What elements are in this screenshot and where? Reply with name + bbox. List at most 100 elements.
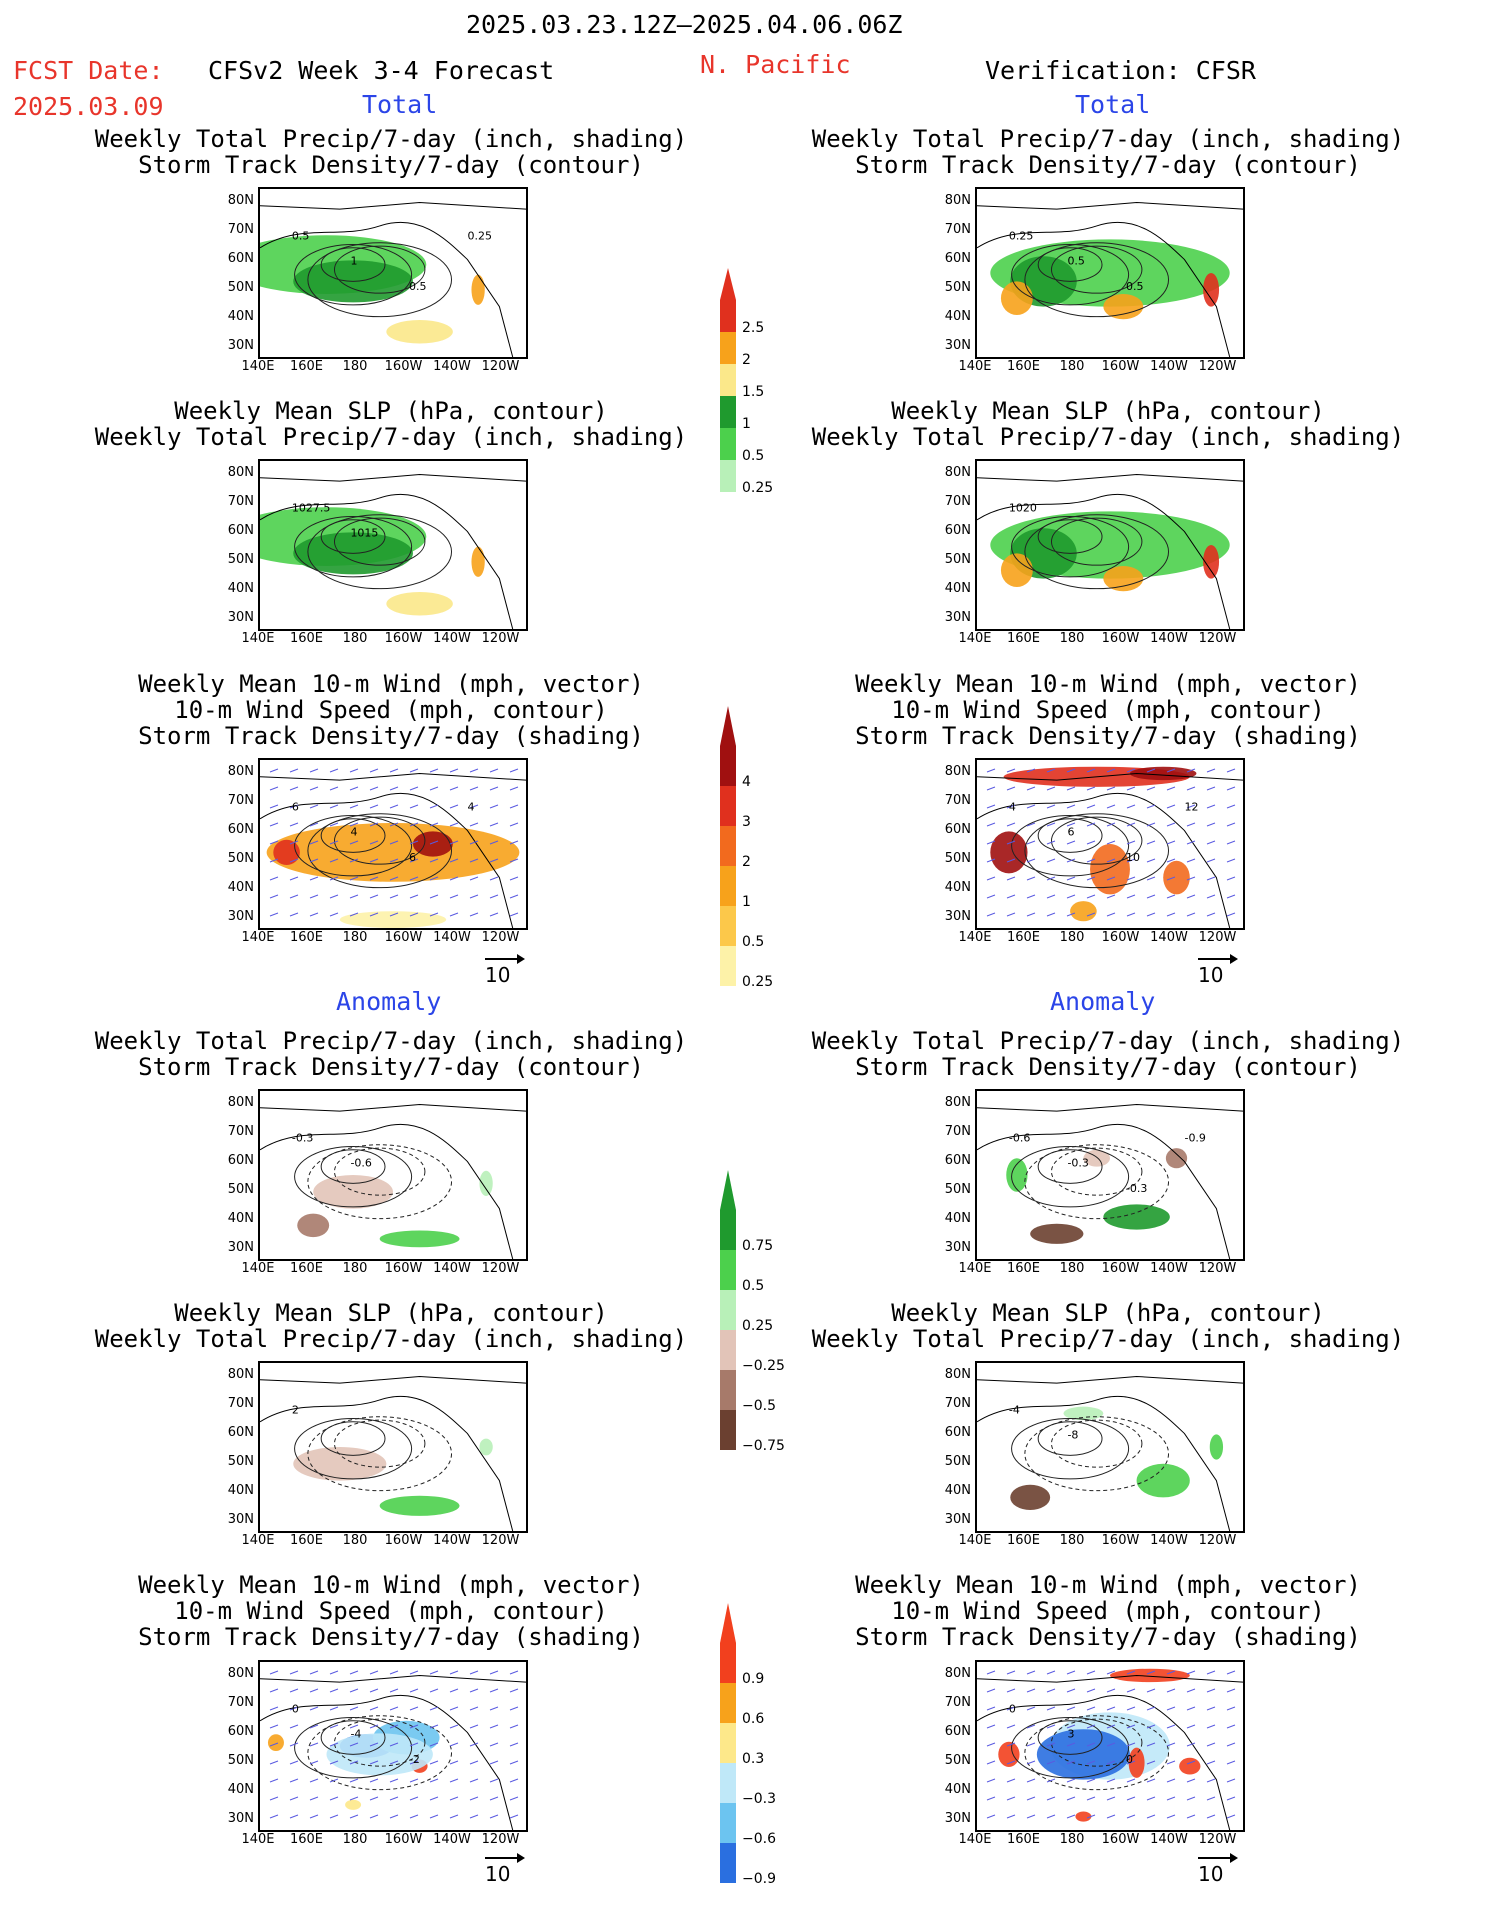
verif-anom-wind-wind-vector xyxy=(1006,1796,1016,1801)
fcst-total-wind-wind-vector xyxy=(329,768,339,773)
vector-reference-fcst-total: 10 xyxy=(485,954,525,987)
verif-total-wind-wind-vector xyxy=(1066,840,1076,845)
fcst-anom-slp-shade-2 xyxy=(479,1438,493,1456)
fcst-total-wind-wind-vector xyxy=(369,894,379,899)
verif-anom-precip-lon-tick: 180 xyxy=(1059,1261,1085,1276)
fcst-total-wind-shade-3 xyxy=(339,911,447,928)
verif-total-wind-wind-vector xyxy=(1166,786,1176,791)
fcst-anom-wind-contour-1 xyxy=(333,1718,426,1767)
fcst-anom-slp-lon-tick: 140E xyxy=(241,1533,275,1548)
verif-anom-precip-contour-label: -0.6 xyxy=(1009,1131,1030,1144)
fcst-anom-wind-wind-vector xyxy=(509,1742,519,1747)
fcst-total-wind-wind-vector xyxy=(409,768,419,773)
fcst-anom-wind-wind-vector xyxy=(509,1760,519,1765)
verif-total-wind-wind-vector xyxy=(1126,840,1136,845)
verif-anom-precip-lon-tick: 160E xyxy=(1006,1261,1041,1276)
fcst-anom-wind-wind-vector xyxy=(269,1796,279,1801)
fcst-anom-wind-shade-4 xyxy=(345,1799,362,1810)
verif-total-wind-lon-tick: 160W xyxy=(1101,930,1140,945)
verif-anom-wind-wind-vector xyxy=(1006,1778,1016,1783)
fcst-anom-slp-contour-2 xyxy=(294,1417,413,1480)
verif-total-wind-wind-vector xyxy=(1046,858,1056,863)
fcst-anom-wind-wind-vector xyxy=(429,1706,439,1711)
verif-total-wind-contour-3 xyxy=(1024,813,1170,889)
fcst-total-wind-wind-vector xyxy=(429,768,439,773)
verif-anom-wind-wind-vector xyxy=(1226,1706,1236,1711)
verif-total-precip-lat-tick: 60N xyxy=(944,251,971,266)
fcst-total-wind-wind-vector xyxy=(289,912,299,917)
fcst-total-precip-contour-3 xyxy=(307,242,453,318)
fcst-anom-wind-wind-vector xyxy=(369,1814,379,1819)
verif-anom-slp-lat-tick: 40N xyxy=(944,1483,971,1498)
fcst-anom-wind-wind-vector xyxy=(409,1796,419,1801)
fcst-anom-slp-lat-tick: 40N xyxy=(227,1483,254,1498)
fcst-total-wind-wind-vector xyxy=(509,876,519,881)
fcst-total-wind-wind-vector xyxy=(329,876,339,881)
verif-total-wind-wind-vector xyxy=(1026,786,1036,791)
fcst-anom-wind-wind-vector xyxy=(489,1706,499,1711)
verif-total-wind-lon-tick: 180 xyxy=(1059,930,1085,945)
verif-total-precip-lat-tick: 30N xyxy=(944,338,971,353)
fcst-anom-wind-wind-vector xyxy=(329,1814,339,1819)
section-anomaly-left: Anomaly xyxy=(336,987,442,1016)
verif-total-wind-wind-vector xyxy=(1046,822,1056,827)
verif-anom-precip-lat-tick: 80N xyxy=(944,1095,971,1110)
verif-total-wind-wind-vector xyxy=(1106,840,1116,845)
date-range-title: 2025.03.23.12Z–2025.04.06.06Z xyxy=(466,10,903,39)
verif-total-wind-wind-vector xyxy=(1206,822,1216,827)
verif-anom-wind-wind-vector xyxy=(1026,1760,1036,1765)
verif-anom-wind-wind-vector xyxy=(1126,1778,1136,1783)
fcst-total-wind-wind-vector xyxy=(469,822,479,827)
verif-anom-wind-wind-vector xyxy=(1186,1724,1196,1729)
fcst-anom-wind-wind-vector xyxy=(509,1670,519,1675)
verif-total-wind-wind-vector xyxy=(1046,876,1056,881)
colorbar-swatch xyxy=(720,1763,736,1803)
fcst-anom-wind-wind-vector xyxy=(369,1706,379,1711)
verif-total-wind-wind-vector xyxy=(1126,822,1136,827)
fcst-total-wind-wind-vector xyxy=(509,786,519,791)
verif-anom-wind-contour-1 xyxy=(1050,1718,1143,1767)
fcst-total-slp-lat-tick: 30N xyxy=(227,610,254,625)
verif-total-wind-contour-label: 10 xyxy=(1126,851,1140,864)
fcst-total-wind-map: 6 4 6 4 xyxy=(258,758,528,930)
fcst-anom-wind-wind-vector xyxy=(409,1814,419,1819)
verif-total-wind-wind-vector xyxy=(1186,822,1196,827)
verif-anom-wind-wind-vector xyxy=(1226,1688,1236,1693)
fcst-total-wind-wind-vector xyxy=(509,858,519,863)
verif-anom-wind-wind-vector xyxy=(1186,1760,1196,1765)
verif-total-wind-contour-2 xyxy=(1011,814,1130,877)
colorbar-label: 0.5 xyxy=(742,1278,765,1294)
fcst-total-wind-wind-vector xyxy=(369,786,379,791)
fcst-total-precip-lon-tick: 120W xyxy=(481,359,520,374)
fcst-total-wind-wind-vector xyxy=(309,804,319,809)
fcst-total-precip-map: 0.5 1 0.5 0.25 xyxy=(258,187,528,359)
fcst-total-wind-lat-tick: 30N xyxy=(227,909,254,924)
fcst-total-wind-wind-vector xyxy=(289,768,299,773)
fcst-anom-wind-lat-tick: 50N xyxy=(227,1753,254,1768)
verif-total-wind-wind-vector xyxy=(1026,840,1036,845)
fcst-anom-wind-wind-vector xyxy=(369,1742,379,1747)
verif-total-precip-lon-tick: 120W xyxy=(1198,359,1237,374)
fcst-anom-wind-wind-vector xyxy=(369,1688,379,1693)
verification-title: Verification: CFSR xyxy=(985,56,1256,85)
fcst-total-wind-wind-vector xyxy=(449,840,459,845)
fcst-total-slp-lon-tick: 120W xyxy=(481,631,520,646)
verif-anom-wind-wind-vector xyxy=(1086,1796,1096,1801)
fcst-anom-wind-wind-vector xyxy=(469,1688,479,1693)
verif-anom-precip-contour-label: -0.3 xyxy=(1126,1182,1147,1195)
fcst-anom-precip-contour-0 xyxy=(320,1149,386,1184)
verif-total-wind-wind-vector xyxy=(1006,876,1016,881)
fcst-anom-wind-wind-vector xyxy=(369,1778,379,1783)
colorbar-label: 0.6 xyxy=(742,1711,765,1727)
verif-anom-wind-lat-tick: 60N xyxy=(944,1724,971,1739)
fcst-anom-precip-coastline xyxy=(260,1123,514,1259)
verif-total-slp-contour-2 xyxy=(1011,515,1130,578)
verif-anom-wind-wind-vector xyxy=(1066,1742,1076,1747)
verif-total-wind-wind-vector xyxy=(1186,894,1196,899)
fcst-total-wind-wind-vector xyxy=(389,804,399,809)
verif-total-wind-wind-vector xyxy=(1006,804,1016,809)
fcst-total-precip-lat-tick: 80N xyxy=(227,193,254,208)
model-title: CFSv2 Week 3-4 Forecast xyxy=(208,56,555,85)
fcst-anom-wind-wind-vector xyxy=(269,1760,279,1765)
fcst-total-wind-wind-vector xyxy=(269,822,279,827)
